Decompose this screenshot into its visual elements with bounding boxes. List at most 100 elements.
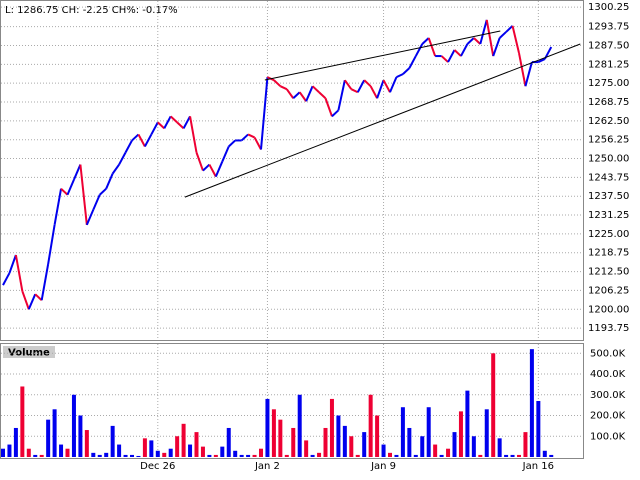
y-tick-label: 1281.25 [588,59,629,70]
price-segment [214,161,224,178]
volume-bar [420,436,425,457]
price-segment [176,121,185,130]
volume-bar [91,452,96,457]
price-segment [466,37,475,45]
price-segment [73,164,82,181]
y-tick-label: 1231.25 [588,210,629,221]
price-segment [447,49,456,63]
chart-title: L: 1286.75 CH: -2.25 CH%: -0.17% [5,5,178,16]
volume-bar [142,438,147,457]
y-tick-label: 1250.00 [588,154,629,165]
volume-bar [259,448,263,457]
price-segment [189,116,198,153]
volume-bar [104,452,109,457]
y-tick-label: 1200.00 [588,304,629,315]
volume-bar [252,454,257,457]
price-segment [511,25,520,54]
price-segment [53,188,63,226]
volume-bar [355,454,360,457]
volume-bar [52,409,57,457]
volume-bar [362,432,367,457]
price-segment [479,19,488,45]
volume-bar [213,454,218,457]
y-tick-label: 1218.75 [588,248,629,259]
x-tick-label: Jan 9 [370,461,396,472]
price-segment [440,55,449,63]
volume-bar [407,427,412,457]
volume-bar [162,452,167,457]
price-segment [414,43,424,57]
price-segment [369,85,378,99]
price-segment [182,115,191,129]
price-segment [298,91,307,102]
price-segment [396,73,404,79]
volume-bar [510,454,515,457]
x-tick-label: Dec 26 [140,461,175,472]
price-segment [163,115,172,129]
price-segment [402,67,411,75]
volume-bar [110,425,115,457]
price-segment [2,272,11,286]
volume-bar [349,436,354,457]
price-segment [47,224,56,265]
volume-bar [155,450,160,457]
price-segment [247,133,255,139]
volume-bar [471,436,476,457]
price-segment [453,49,462,57]
y-tick-label: 1293.75 [588,22,629,33]
y-tick-label: 1243.75 [588,172,629,183]
volume-bar [33,454,38,457]
price-segment [337,79,346,111]
price-segment [324,97,333,117]
price-segment [27,293,37,310]
price-segment [285,88,295,99]
volume-bar [310,454,315,457]
price-segment [389,76,398,93]
volume-bar [381,444,386,457]
price-segment [124,139,133,153]
price-panel [0,0,584,341]
volume-bar [123,454,128,457]
volume-bar [26,448,31,457]
volume-bar [136,455,141,457]
volume-bar [426,407,431,457]
volume-bar [13,427,18,457]
volume-bar [446,448,451,457]
volume-bar [504,454,509,457]
y-tick-label: 1256.25 [588,135,629,146]
x-tick-label: Jan 2 [254,461,280,472]
price-segment [518,52,527,87]
price-segment [427,37,437,57]
price-segment [228,139,236,148]
price-segment [305,85,314,102]
volume-bar [175,436,180,457]
price-segment [170,115,178,124]
volume-bar [284,454,289,457]
volume-bar [375,415,380,457]
price-segment [60,187,69,196]
y-tick-label: 1275.00 [588,78,629,89]
volume-bar [433,444,438,457]
trendline [184,43,581,198]
volume-bar [542,450,547,457]
price-segment [318,91,327,99]
volume-bar [233,450,238,457]
price-segment [195,152,204,171]
price-segment [273,79,282,87]
y2-tick-label: 100.0K [590,431,626,442]
price-segment [421,37,430,45]
volume-bar [291,427,296,457]
y-tick-label: 1287.50 [588,41,629,52]
volume-bar [78,415,83,457]
volume-bar [394,454,399,457]
volume-bar [278,419,283,457]
volume-bar [84,430,89,457]
volume-bar [478,454,483,457]
price-segment [66,179,75,196]
volume-bar [46,419,51,457]
volume-bar [317,452,322,457]
y-tick-label: 1212.50 [588,267,629,278]
volume-bar [194,432,199,457]
volume-bar [484,409,489,457]
volume-bar [226,427,231,457]
